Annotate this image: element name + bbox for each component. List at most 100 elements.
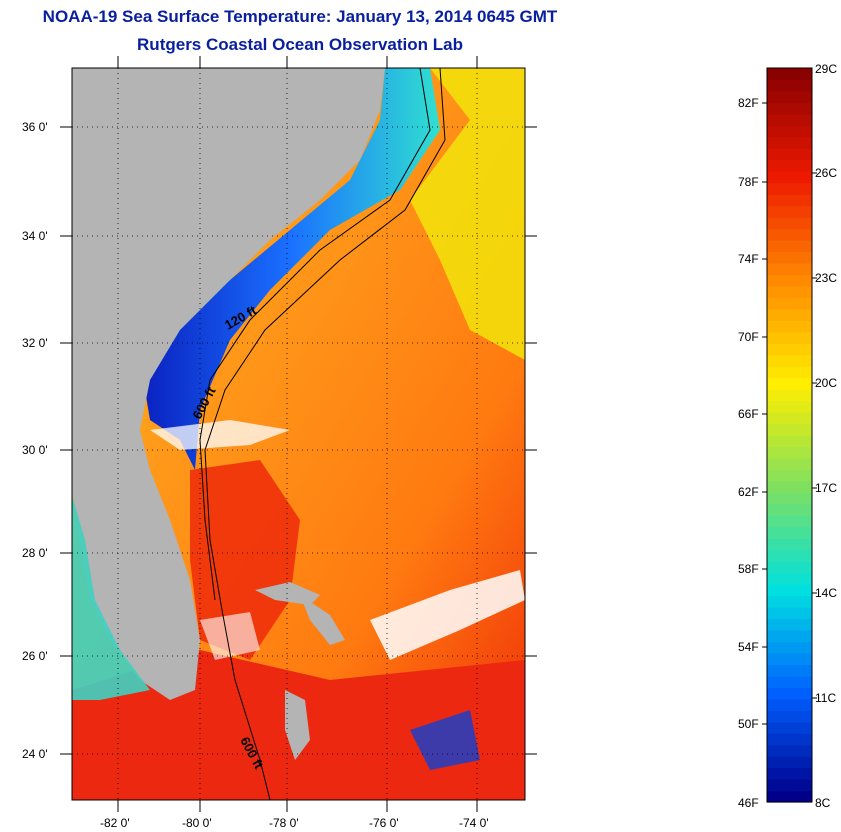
lat-label: 32 0' — [22, 336, 48, 350]
lon-label: -82 0' — [100, 816, 130, 830]
lat-label: 34 0' — [22, 229, 48, 243]
colorbar-step — [767, 366, 812, 379]
colorbar-celsius-label: 14C — [815, 586, 838, 600]
colorbar-step — [767, 343, 812, 356]
colorbar-fahrenheit-label: 50F — [738, 717, 759, 731]
colorbar-step — [767, 354, 812, 367]
colorbar-fahrenheit-label: 70F — [738, 330, 759, 344]
contour-120ft — [199, 68, 431, 601]
colorbar-fahrenheit-label: 62F — [738, 485, 759, 499]
colorbar-step — [767, 641, 812, 654]
colorbar-celsius-label: 20C — [815, 376, 838, 390]
colorbar-fahrenheit-label: 54F — [738, 640, 759, 654]
colorbar-step — [767, 652, 812, 665]
colorbar-step — [767, 171, 812, 184]
gulf-coastal-water — [72, 495, 150, 700]
land-us — [72, 68, 385, 700]
colorbar-step — [767, 68, 812, 81]
colorbar-step — [767, 733, 812, 746]
colorbar-step — [767, 618, 812, 631]
lat-label: 36 0' — [22, 120, 48, 134]
colorbar-celsius-label: 23C — [815, 271, 838, 285]
chart-subtitle: Rutgers Coastal Ocean Observation Lab — [137, 35, 463, 54]
colorbar-step — [767, 480, 812, 493]
graticule — [72, 68, 525, 800]
lat-label: 30 0' — [22, 443, 48, 457]
colorbar-step — [767, 526, 812, 539]
cloud-patch — [370, 570, 525, 660]
colorbar-step — [767, 159, 812, 172]
colorbar-step — [767, 308, 812, 321]
lon-label: -80 0' — [182, 816, 212, 830]
colorbar-step — [767, 629, 812, 643]
lat-label: 26 0' — [22, 649, 48, 663]
colorbar-step — [767, 331, 812, 344]
colorbar-step — [767, 561, 812, 574]
colorbar-celsius-label: 11C — [815, 691, 837, 705]
colorbar-step — [767, 113, 812, 126]
colorbar-step — [767, 538, 812, 551]
colorbar-step — [767, 251, 812, 264]
colorbar-step — [767, 767, 812, 780]
colorbar-step — [767, 412, 812, 425]
colorbar-fahrenheit-label: 74F — [738, 252, 759, 266]
colorbar-step — [767, 320, 812, 333]
colorbar-step — [767, 710, 812, 723]
colorbar-step — [767, 457, 812, 471]
colorbar-step — [767, 217, 812, 230]
colorbar-fahrenheit-label: 46F — [738, 796, 759, 810]
colorbar-step — [767, 435, 812, 448]
colorbar-step — [767, 779, 812, 792]
lon-label: -76 0' — [369, 816, 399, 830]
lon-label: -74 0' — [459, 816, 489, 830]
colorbar-step — [767, 400, 812, 413]
colorbar-fahrenheit-label: 82F — [738, 96, 759, 110]
colorbar-step — [767, 389, 812, 402]
colorbar-step — [767, 469, 812, 482]
lat-label: 28 0' — [22, 546, 48, 560]
gulf-stream-red — [190, 460, 300, 660]
colorbar-step — [767, 687, 812, 700]
chart-title: NOAA-19 Sea Surface Temperature: January… — [42, 7, 558, 26]
colorbar-step — [767, 228, 812, 241]
colorbar-step — [767, 102, 812, 115]
colorbar-step — [767, 297, 812, 310]
colorbar-step — [767, 675, 812, 688]
colorbar-step — [767, 148, 812, 161]
colorbar-step — [767, 595, 812, 608]
axis-ticks — [60, 56, 537, 812]
colorbar-step — [767, 240, 812, 253]
cold-cloud-edge — [410, 710, 480, 770]
colorbar-step — [767, 664, 812, 677]
colorbar-step — [767, 274, 812, 287]
colorbar-step — [767, 79, 812, 92]
coastal-cold-band — [140, 68, 440, 470]
colorbar-step — [767, 756, 812, 769]
colorbar-fahrenheit-label: 78F — [738, 175, 759, 189]
colorbar-ticks — [762, 102, 817, 725]
colorbar-step — [767, 194, 812, 207]
colorbar-fahrenheit-label: 58F — [738, 562, 759, 576]
colorbar-celsius-label: 17C — [815, 481, 838, 495]
colorbar-step — [767, 423, 812, 436]
colorbar-step — [767, 549, 812, 562]
colorbar-step — [767, 721, 812, 734]
colorbar-step — [767, 285, 812, 298]
colorbar-step — [767, 698, 812, 711]
colorbar-step — [767, 446, 812, 459]
colorbar-step — [767, 492, 812, 505]
colorbar-step — [767, 90, 812, 104]
colorbar-step — [767, 503, 812, 516]
colorbar-step — [767, 790, 812, 803]
colorbar-step — [767, 205, 812, 218]
lat-label: 24 0' — [22, 747, 48, 761]
colorbar-step — [767, 744, 812, 757]
colorbar-steps — [767, 68, 812, 803]
colorbar-step — [767, 572, 812, 585]
colorbar-celsius-label: 8C — [815, 796, 831, 810]
bahamas-andros — [285, 690, 310, 760]
colorbar-step — [767, 377, 812, 390]
colorbar-celsius-label: 29C — [815, 62, 838, 76]
